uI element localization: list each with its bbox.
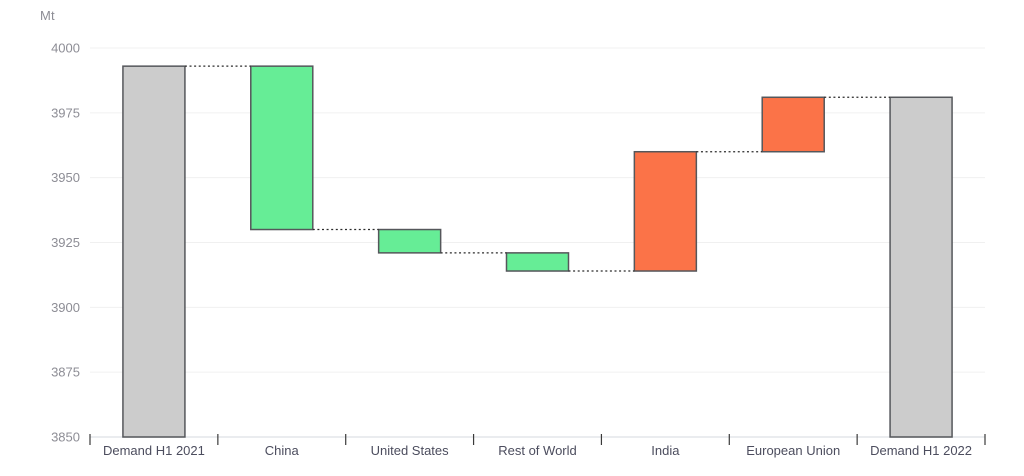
bar-united-states	[377, 228, 442, 254]
bar-demand-h1-2022	[889, 96, 953, 438]
y-axis-unit-label: Mt	[40, 8, 55, 23]
category-label-india: India	[651, 443, 680, 458]
category-label-demand-h1-2022: Demand H1 2022	[870, 443, 972, 458]
bar-china	[250, 65, 314, 231]
category-label-demand-h1-2021: Demand H1 2021	[103, 443, 205, 458]
y-tick-label-3850: 3850	[51, 430, 80, 445]
category-label-united-states: United States	[371, 443, 450, 458]
y-tick-label-3975: 3975	[51, 105, 80, 120]
category-label-china: China	[265, 443, 300, 458]
category-label-european-union: European Union	[746, 443, 840, 458]
bar-india	[633, 150, 698, 272]
bar-demand-h1-2021	[122, 65, 186, 438]
bar-european-union	[761, 96, 825, 153]
category-label-rest-of-world: Rest of World	[498, 443, 577, 458]
y-tick-label-3925: 3925	[51, 235, 80, 250]
y-tick-label-4000: 4000	[51, 41, 80, 56]
bar-rest-of-world	[505, 252, 570, 272]
y-tick-label-3900: 3900	[51, 300, 80, 315]
y-tick-label-3950: 3950	[51, 170, 80, 185]
y-tick-label-3875: 3875	[51, 365, 80, 380]
